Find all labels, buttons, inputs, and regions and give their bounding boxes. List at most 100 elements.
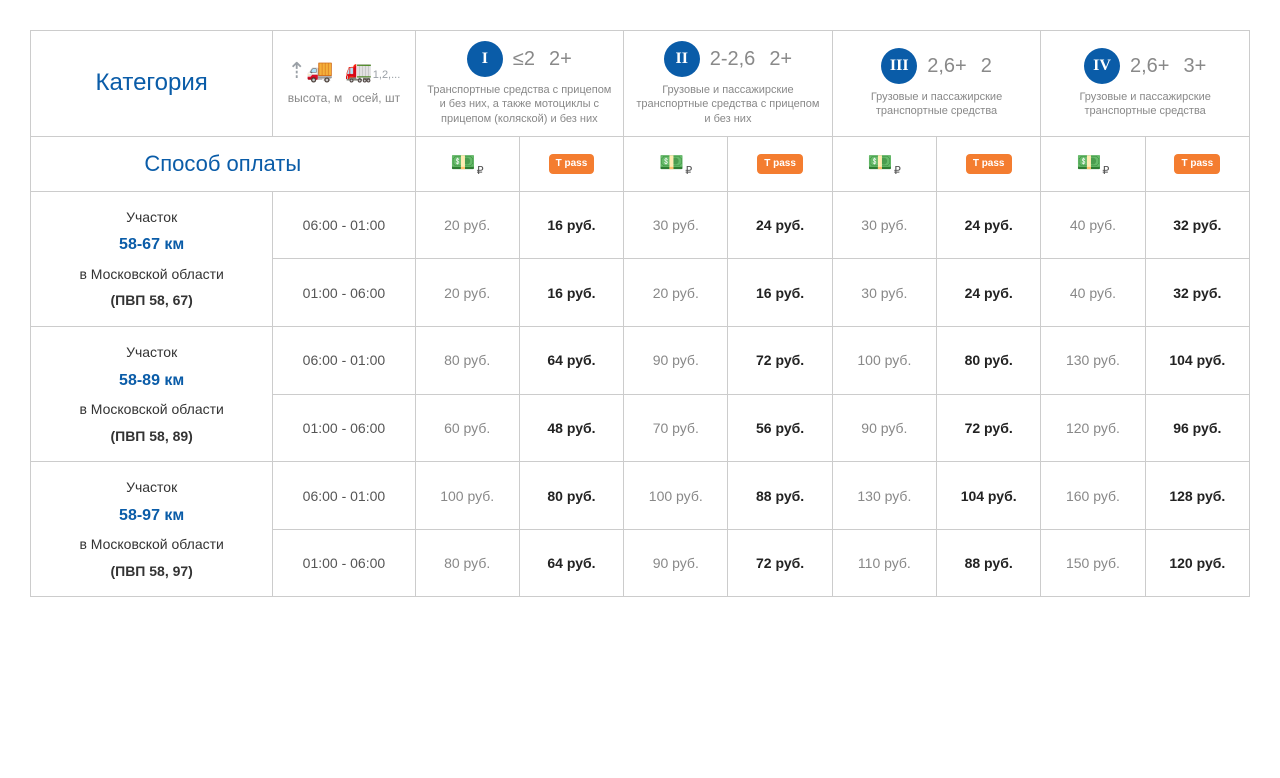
price-tpass-cat2: 88 руб. bbox=[728, 462, 832, 530]
price-cash-cat3: 30 руб. bbox=[832, 191, 936, 259]
price-tpass-cat1: 64 руб. bbox=[519, 327, 623, 395]
cat-1-axles: 2+ bbox=[549, 48, 572, 71]
price-cash-cat2: 70 руб. bbox=[624, 394, 728, 462]
time-range: 01:00 - 06:00 bbox=[273, 394, 415, 462]
tpass-icon: T pass bbox=[757, 154, 803, 174]
price-tpass-cat1: 16 руб. bbox=[519, 191, 623, 259]
cash-icon-cell-3: 💵 bbox=[832, 136, 936, 191]
price-tpass-cat4: 120 руб. bbox=[1145, 529, 1249, 597]
section-pvp: (ПВП 58, 89) bbox=[41, 423, 262, 450]
category-header: Категория bbox=[31, 31, 273, 137]
price-tpass-cat1: 48 руб. bbox=[519, 394, 623, 462]
price-cash-cat3: 90 руб. bbox=[832, 394, 936, 462]
cat-3-axles: 2 bbox=[981, 55, 992, 78]
section-label: Участок bbox=[41, 474, 262, 501]
section-km: 58-97 км bbox=[41, 501, 262, 531]
price-cash-cat4: 130 руб. bbox=[1041, 327, 1145, 395]
price-tpass-cat1: 80 руб. bbox=[519, 462, 623, 530]
time-range: 06:00 - 01:00 bbox=[273, 462, 415, 530]
section-label: Участок bbox=[41, 204, 262, 231]
price-tpass-cat4: 128 руб. bbox=[1145, 462, 1249, 530]
price-tpass-cat3: 88 руб. bbox=[937, 529, 1041, 597]
time-range: 06:00 - 01:00 bbox=[273, 327, 415, 395]
price-cash-cat4: 40 руб. bbox=[1041, 191, 1145, 259]
price-tpass-cat3: 72 руб. bbox=[937, 394, 1041, 462]
cat-3-height: 2,6+ bbox=[927, 55, 966, 78]
price-cash-cat2: 90 руб. bbox=[624, 327, 728, 395]
price-cash-cat1: 80 руб. bbox=[415, 327, 519, 395]
axles-label: осей, шт bbox=[352, 91, 400, 105]
price-cash-cat2: 30 руб. bbox=[624, 191, 728, 259]
price-cash-cat4: 160 руб. bbox=[1041, 462, 1145, 530]
cat-4-desc: Грузовые и пассажирские транспортные сре… bbox=[1047, 90, 1243, 119]
price-cash-cat3: 110 руб. bbox=[832, 529, 936, 597]
price-tpass-cat3: 104 руб. bbox=[937, 462, 1041, 530]
section-region: в Московской области bbox=[41, 261, 262, 288]
tpass-icon: T pass bbox=[549, 154, 595, 174]
section-km: 58-67 км bbox=[41, 230, 262, 260]
price-cash-cat3: 100 руб. bbox=[832, 327, 936, 395]
tpass-icon: T pass bbox=[966, 154, 1012, 174]
cash-icon: 💵 bbox=[659, 150, 692, 177]
price-cash-cat1: 60 руб. bbox=[415, 394, 519, 462]
cash-icon: 💵 bbox=[451, 150, 484, 177]
price-cash-cat1: 20 руб. bbox=[415, 191, 519, 259]
price-cash-cat3: 30 руб. bbox=[832, 259, 936, 327]
category-badge-III: III bbox=[881, 48, 917, 84]
cat-3-desc: Грузовые и пассажирские транспортные сре… bbox=[839, 90, 1035, 119]
price-tpass-cat3: 24 руб. bbox=[937, 191, 1041, 259]
cat-2-desc: Грузовые и пассажирские транспортные сре… bbox=[630, 83, 826, 126]
price-tpass-cat3: 24 руб. bbox=[937, 259, 1041, 327]
category-badge-I: I bbox=[467, 41, 503, 77]
price-cash-cat1: 100 руб. bbox=[415, 462, 519, 530]
price-cash-cat4: 150 руб. bbox=[1041, 529, 1145, 597]
category-3-header: III 2,6+ 2 Грузовые и пассажирские трансп… bbox=[832, 31, 1041, 137]
cat-2-axles: 2+ bbox=[769, 48, 792, 71]
section-region: в Московской области bbox=[41, 396, 262, 423]
price-row: Участок 58-67 км в Московской области (П… bbox=[31, 191, 1250, 259]
cat-1-desc: Транспортные средства с прицепом и без н… bbox=[422, 83, 618, 126]
price-cash-cat4: 120 руб. bbox=[1041, 394, 1145, 462]
category-1-header: I ≤2 2+ Транспортные средства с прицепом … bbox=[415, 31, 624, 137]
price-tpass-cat1: 16 руб. bbox=[519, 259, 623, 327]
tariff-table: Категория ⇡🚚 🚛1,2,... высота, м осей, шт… bbox=[30, 30, 1250, 597]
category-badge-IV: IV bbox=[1084, 48, 1120, 84]
price-tpass-cat3: 80 руб. bbox=[937, 327, 1041, 395]
payment-method-header: Способ оплаты bbox=[31, 136, 416, 191]
tpass-icon-cell-4: T pass bbox=[1145, 136, 1249, 191]
cash-icon: 💵 bbox=[1077, 150, 1110, 177]
category-badge-II: II bbox=[664, 41, 700, 77]
cash-icon-cell-2: 💵 bbox=[624, 136, 728, 191]
price-cash-cat3: 130 руб. bbox=[832, 462, 936, 530]
section-label: Участок bbox=[41, 339, 262, 366]
cash-icon-cell-1: 💵 bbox=[415, 136, 519, 191]
cash-icon: 💵 bbox=[868, 150, 901, 177]
price-tpass-cat2: 24 руб. bbox=[728, 191, 832, 259]
truck-height-icon: ⇡🚚 bbox=[288, 58, 334, 83]
section-3-cell: Участок 58-97 км в Московской области (П… bbox=[31, 462, 273, 597]
price-tpass-cat2: 56 руб. bbox=[728, 394, 832, 462]
price-cash-cat1: 20 руб. bbox=[415, 259, 519, 327]
price-tpass-cat2: 72 руб. bbox=[728, 327, 832, 395]
axles-hint: 1,2,... bbox=[373, 69, 401, 81]
price-row: Участок 58-97 км в Московской области (П… bbox=[31, 462, 1250, 530]
price-tpass-cat4: 96 руб. bbox=[1145, 394, 1249, 462]
price-cash-cat1: 80 руб. bbox=[415, 529, 519, 597]
time-range: 01:00 - 06:00 bbox=[273, 529, 415, 597]
cat-1-height: ≤2 bbox=[513, 48, 535, 71]
cat-4-height: 2,6+ bbox=[1130, 55, 1169, 78]
price-cash-cat2: 20 руб. bbox=[624, 259, 728, 327]
tpass-icon-cell-3: T pass bbox=[937, 136, 1041, 191]
time-range: 01:00 - 06:00 bbox=[273, 259, 415, 327]
price-tpass-cat1: 64 руб. bbox=[519, 529, 623, 597]
tpass-icon-cell-2: T pass bbox=[728, 136, 832, 191]
section-2-cell: Участок 58-89 км в Московской области (П… bbox=[31, 327, 273, 462]
height-label: высота, м bbox=[288, 91, 343, 105]
price-tpass-cat2: 72 руб. bbox=[728, 529, 832, 597]
section-1-cell: Участок 58-67 км в Московской области (П… bbox=[31, 191, 273, 326]
section-pvp: (ПВП 58, 67) bbox=[41, 287, 262, 314]
tpass-icon: T pass bbox=[1174, 154, 1220, 174]
section-region: в Московской области bbox=[41, 531, 262, 558]
section-km: 58-89 км bbox=[41, 366, 262, 396]
cash-icon-cell-4: 💵 bbox=[1041, 136, 1145, 191]
